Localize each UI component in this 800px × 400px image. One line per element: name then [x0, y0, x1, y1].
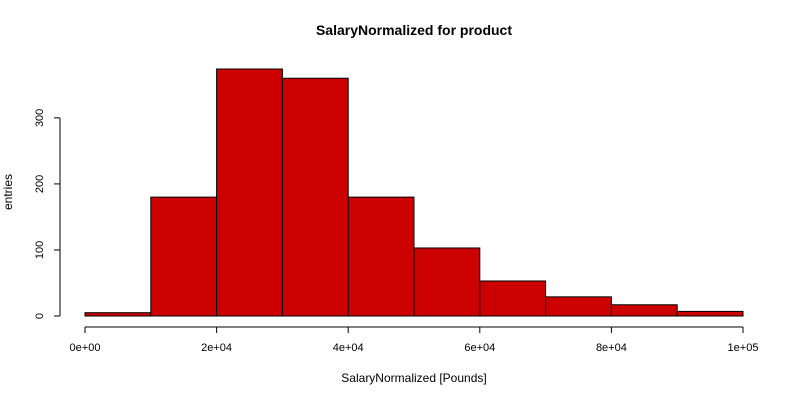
histogram-bar [150, 196, 218, 317]
x-tick-label: 4e+04 [333, 342, 364, 354]
histogram-bar [281, 77, 349, 317]
y-tick-label: 200 [34, 175, 46, 193]
histogram-bar [676, 310, 744, 317]
y-axis-ticks: 0 100 200 300 [34, 109, 60, 319]
y-axis-label: entries [1, 174, 15, 210]
y-tick-label: 100 [34, 241, 46, 259]
x-tick-label: 6e+04 [464, 342, 495, 354]
histogram-bar [479, 280, 547, 317]
x-axis-label: SalaryNormalized [Pounds] [341, 371, 486, 385]
histogram-bar [413, 247, 481, 317]
x-tick-label: 8e+04 [596, 342, 627, 354]
x-tick-label: 2e+04 [201, 342, 232, 354]
histogram-bar [545, 296, 612, 317]
chart-title: SalaryNormalized for product [316, 22, 512, 38]
histogram-bar [610, 304, 678, 317]
y-tick-label: 300 [34, 109, 46, 127]
histogram-bar [216, 68, 283, 317]
histogram-bar [347, 196, 415, 317]
x-tick-label: 0e+00 [70, 342, 101, 354]
x-tick-label: 1e+05 [728, 342, 759, 354]
bars-group [84, 68, 744, 317]
y-tick-label: 0 [34, 313, 46, 319]
x-axis-ticks: 0e+00 2e+04 4e+04 6e+04 8e+04 1e+05 [70, 327, 759, 354]
histogram-bar [84, 312, 152, 317]
